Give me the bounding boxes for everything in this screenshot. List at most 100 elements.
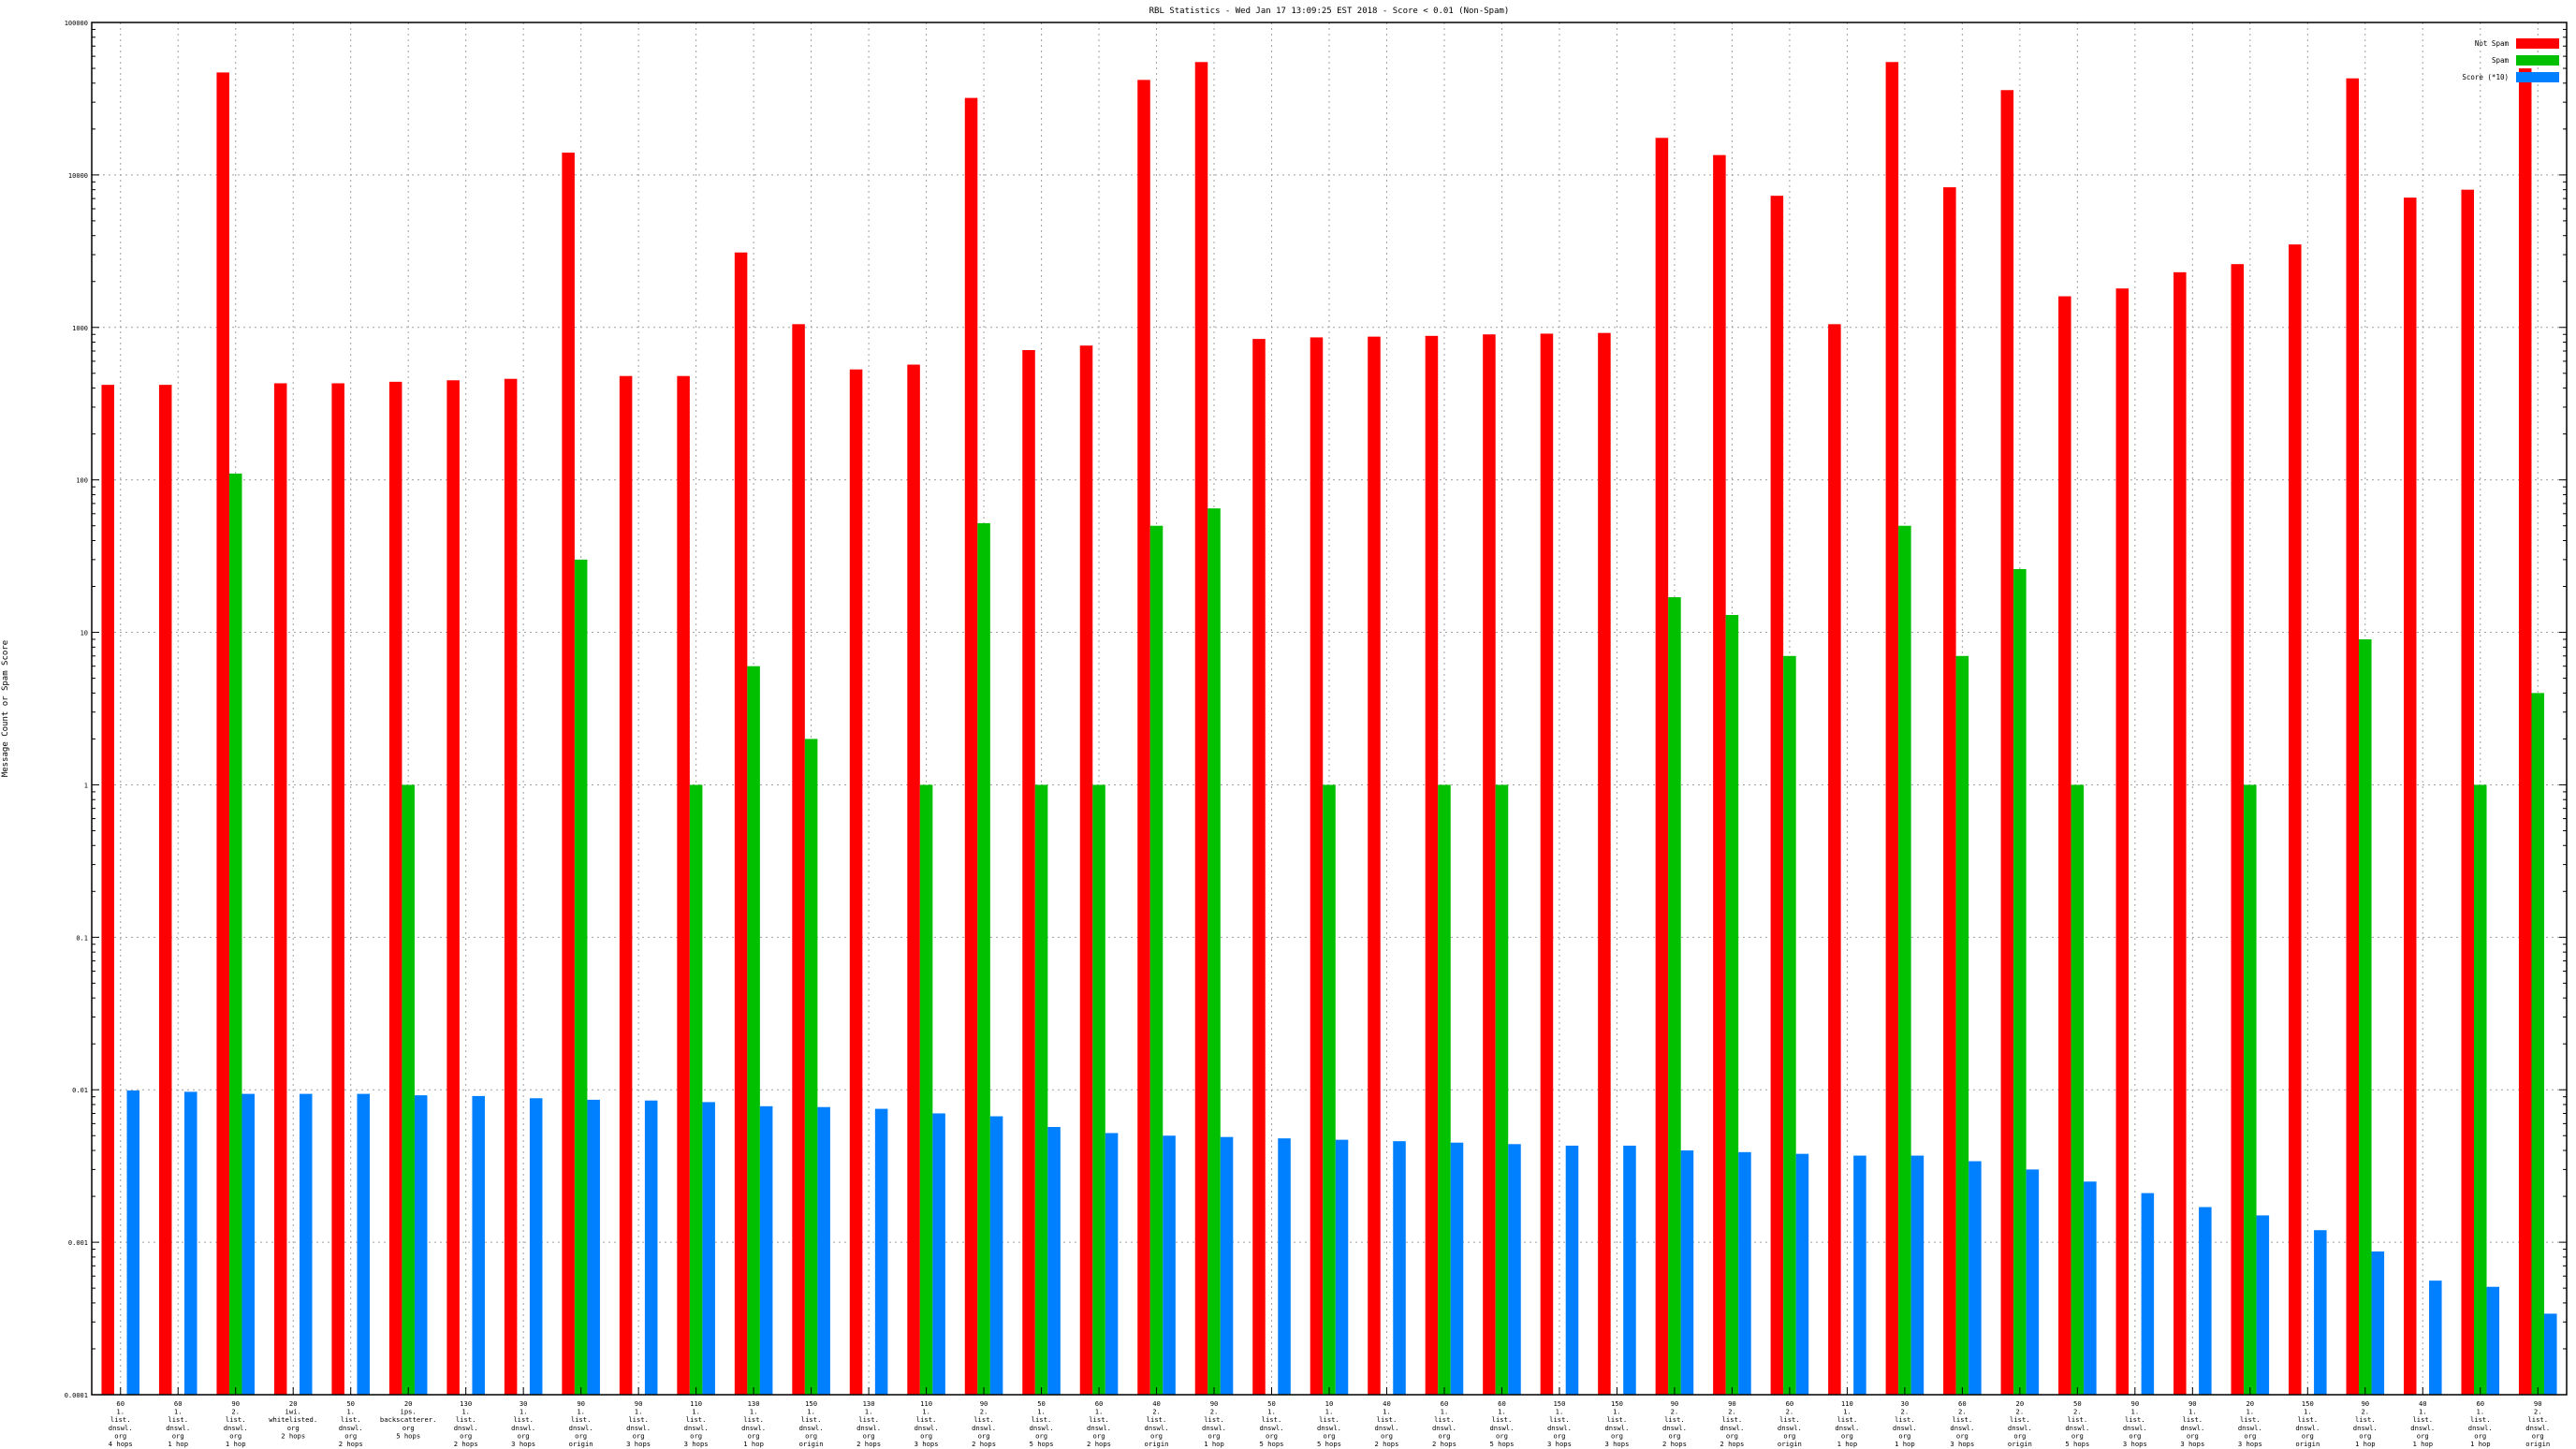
bar-not-spam <box>849 369 863 1395</box>
x-tick-label: 90 2. list. dnswl. org 1 hop <box>2353 1399 2378 1448</box>
x-tick-label-line: 60 <box>1958 1399 1967 1408</box>
bar-not-spam <box>1310 337 1324 1395</box>
x-tick-label: 50 1. list. dnswl. org 2 hops <box>339 1399 363 1448</box>
y-axis-ticks: 0.0001 0.001 0.01 0.1 1 10 100 1000 10000 100000 <box>65 20 2567 1399</box>
bar-score <box>2141 1193 2155 1395</box>
x-tick-label-line: origin <box>799 1440 824 1448</box>
x-tick-label-line: 3 hops <box>511 1440 535 1448</box>
bar-spam <box>804 739 818 1395</box>
bar-not-spam <box>504 378 518 1395</box>
x-tick-label-line: list. <box>1434 1415 1455 1424</box>
x-tick-label-line: origin <box>2525 1440 2550 1448</box>
legend-swatch <box>2516 55 2559 66</box>
x-tick-label-line: dnswl. <box>1950 1424 1974 1432</box>
x-tick-label-line: 1. <box>1267 1408 1276 1416</box>
x-tick-label-line: list. <box>628 1415 649 1424</box>
x-tick-label-line: org <box>575 1431 587 1440</box>
x-tick-label-line: org <box>1324 1431 1336 1440</box>
bar-score <box>1335 1139 1349 1395</box>
x-tick-label-line: origin <box>2295 1440 2320 1448</box>
bar-score <box>1738 1151 1751 1395</box>
bar-score <box>817 1106 830 1395</box>
x-tick-label-line: list. <box>801 1415 822 1424</box>
bar-score <box>1047 1126 1061 1395</box>
x-tick-label-line: list. <box>743 1415 764 1424</box>
x-tick-label: 40 2. list. dnswl. org origin <box>1145 1399 1169 1448</box>
x-tick-label-line: 130 <box>460 1399 472 1408</box>
legend-label: Not Spam <box>2475 39 2510 48</box>
x-tick-label: 60 1. list. dnswl. org 2 hops <box>1087 1399 1111 1448</box>
x-tick-label-line: list. <box>1779 1415 1800 1424</box>
x-tick-label-line: list. <box>1492 1415 1513 1424</box>
x-tick-label-line: 2. <box>1728 1408 1736 1416</box>
x-tick-label-line: 2 hops <box>1087 1440 1111 1448</box>
bar-score <box>2371 1251 2385 1395</box>
x-tick-label-line: list. <box>1722 1415 1743 1424</box>
x-tick-label-line: org <box>690 1431 702 1440</box>
x-tick-label-line: 90 <box>231 1399 240 1408</box>
bar-not-spam <box>619 375 633 1395</box>
bar-not-spam <box>1022 350 1035 1396</box>
x-tick-label-line: 1 hop <box>1204 1440 1224 1448</box>
bar-not-spam <box>1943 187 1956 1395</box>
x-tick-label-line: dnswl. <box>2008 1424 2032 1432</box>
bar-score <box>587 1099 600 1395</box>
x-tick-label-line: org <box>920 1431 932 1440</box>
x-tick-label-line: dnswl. <box>1202 1424 1226 1432</box>
x-tick-label-line: org <box>1956 1431 1969 1440</box>
x-tick-label-line: dnswl. <box>1778 1424 1802 1432</box>
x-tick-label-line: 1. <box>461 1408 470 1416</box>
bar-not-spam <box>2115 288 2130 1395</box>
x-tick-label-line: dnswl. <box>224 1424 248 1432</box>
x-tick-label-line: 20 <box>2246 1399 2254 1408</box>
x-tick-label-line: 2 hops <box>972 1440 996 1448</box>
x-tick-label-line: 1 hop <box>1837 1440 1858 1448</box>
bar-spam <box>747 666 760 1395</box>
x-tick-label-line: origin <box>569 1440 593 1448</box>
x-tick-label-line: 50 <box>1267 1399 1276 1408</box>
x-tick-label-line: 5 hops <box>2065 1440 2089 1448</box>
x-tick-label-line: 3 hops <box>626 1440 651 1448</box>
x-tick-label-line: origin <box>1778 1440 1802 1448</box>
x-tick-label-line: org <box>1841 1431 1853 1440</box>
x-tick-label-line: dnswl. <box>1547 1424 1572 1432</box>
bar-spam <box>2531 693 2545 1395</box>
x-tick-label-line: 2. <box>1786 1408 1794 1416</box>
x-tick-label-line: dnswl. <box>684 1424 709 1432</box>
x-tick-label-line: 20 <box>404 1399 413 1408</box>
x-tick-label-line: 110 <box>1841 1399 1853 1408</box>
legend-label: Spam <box>2492 56 2510 65</box>
x-tick-label: 10 1. list. dnswl. org 5 hops <box>1317 1399 1341 1448</box>
x-tick-label-line: dnswl. <box>2180 1424 2204 1432</box>
x-tick-label: 60 1. list. dnswl. org 2 hops <box>1432 1399 1456 1448</box>
x-tick-label-line: 1. <box>577 1408 585 1416</box>
x-tick-label-line: 1. <box>520 1408 528 1416</box>
x-tick-label-line: 5 hops <box>396 1431 420 1440</box>
x-tick-label-line: list. <box>168 1415 188 1424</box>
x-tick-label-line: list. <box>1319 1415 1339 1424</box>
x-tick-label-line: list. <box>686 1415 707 1424</box>
x-tick-label-line: 90 <box>635 1399 643 1408</box>
x-tick-label-line: org <box>863 1431 875 1440</box>
x-tick-label-line: backscatterer. <box>380 1415 437 1424</box>
x-tick-label-line: 2 hops <box>1720 1440 1744 1448</box>
bar-not-spam <box>216 72 229 1395</box>
chart-title: RBL Statistics - Wed Jan 17 13:09:25 EST… <box>1149 7 1510 16</box>
bar-score <box>1278 1138 1291 1395</box>
x-tick-label-line: 1. <box>346 1408 355 1416</box>
bar-spam <box>2359 639 2372 1395</box>
x-tick-label: 150 1. list. dnswl. org 3 hops <box>1604 1399 1629 1448</box>
bar-score <box>1220 1136 1234 1395</box>
x-tick-label-line: 150 <box>1611 1399 1623 1408</box>
x-tick-label: 150 1. list. dnswl. org origin <box>799 1399 824 1448</box>
x-tick-label-line: dnswl. <box>569 1424 593 1432</box>
x-tick-label-line: 110 <box>690 1399 702 1408</box>
x-tick-label-line: dnswl. <box>1260 1424 1284 1432</box>
bar-not-spam <box>1770 196 1784 1395</box>
x-tick-label-line: dnswl. <box>2525 1424 2550 1432</box>
x-tick-label-line: dnswl. <box>2065 1424 2089 1432</box>
bar-score <box>1163 1135 1176 1395</box>
x-tick-label-line: dnswl. <box>2353 1424 2378 1432</box>
legend-swatch <box>2516 38 2559 49</box>
